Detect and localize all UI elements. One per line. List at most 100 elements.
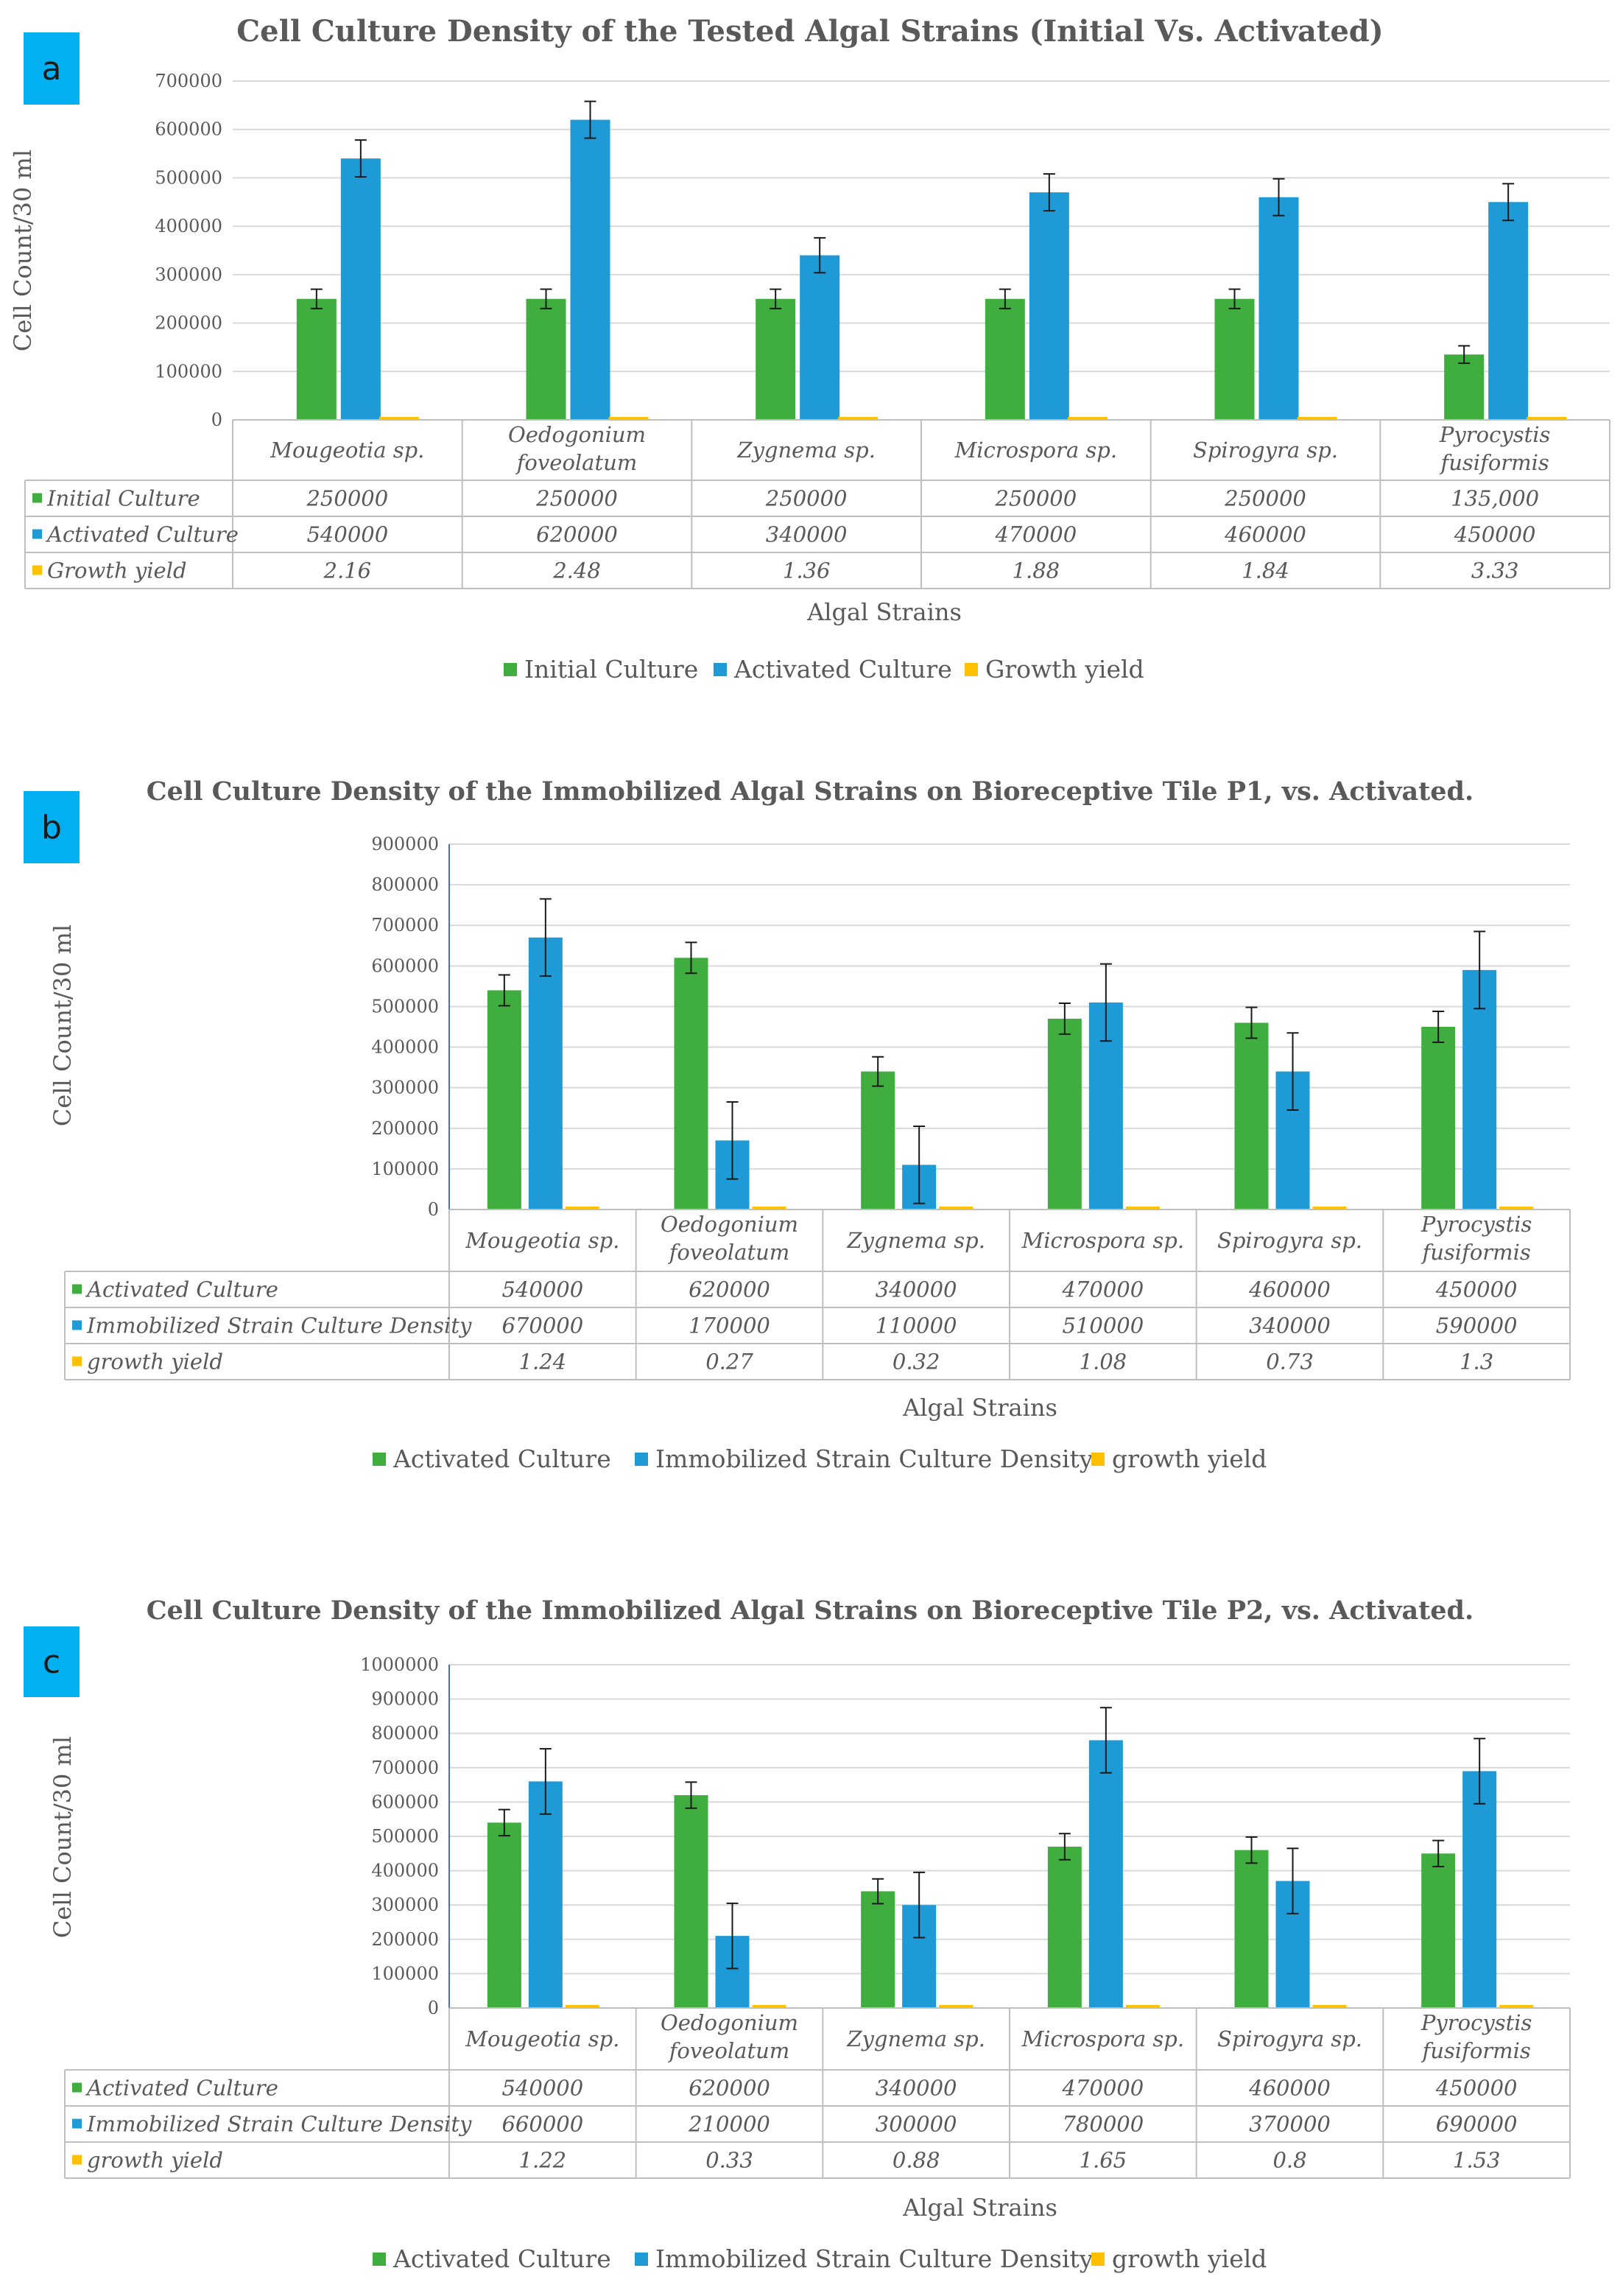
legend-label: Immobilized Strain Culture Density [655,2244,1094,2273]
table-cell: 300000 [876,2112,957,2137]
bar-series2 [1462,969,1497,1210]
legend-key [635,2253,648,2266]
category-label: fusiformis [1421,1240,1531,1265]
table-cell: 670000 [501,1313,583,1338]
table-cell: 1.65 [1080,2148,1127,2173]
table-cell: 460000 [1248,1277,1331,1302]
panel-badge [24,1626,80,1697]
bar-series1 [1444,354,1485,420]
bar-series3 [1312,1207,1347,1210]
table-cell: 1.24 [519,1349,567,1375]
bar-series3 [939,1207,974,1210]
legend-key [1091,2253,1105,2266]
category-label: foveolatum [668,1240,790,1265]
table-row-name: growth yield [87,2148,223,2173]
table-cell: 0.27 [705,1349,753,1375]
bar-series3 [838,417,879,420]
table-legend-key [72,1356,82,1366]
bar-series1 [296,298,337,420]
panel-b: Cell Culture Density of the Immobilized … [0,766,1623,1532]
legend-label: growth yield [1112,1444,1267,1473]
category-label: foveolatum [515,450,638,475]
category-label: Pyrocystis [1439,422,1551,447]
y-tick-label: 1000000 [360,1654,439,1675]
table-cell: 370000 [1249,2112,1331,2137]
bar-series1 [1234,1022,1269,1210]
bar-series3 [1125,1207,1160,1210]
table-cell: 250000 [306,486,388,511]
bar-series2 [1462,1771,1497,2008]
category-label: Oedogonium [661,2010,798,2035]
table-row-name: Growth yield [47,558,187,583]
x-axis-title: Algal Strains [902,1394,1057,1422]
chart-b-svg: Cell Culture Density of the Immobilized … [24,776,1571,1473]
table-cell: 0.33 [705,2148,753,2173]
y-axis-title: Cell Count/30 ml [49,1736,77,1938]
chart-c-svg: Cell Culture Density of the Immobilized … [24,1595,1571,2273]
category-label: Zygnema sp. [736,438,876,463]
bar-series1 [1234,1850,1269,2008]
legend-key [373,1453,386,1466]
legend-label: Immobilized Strain Culture Density [655,1444,1094,1473]
table-cell: 460000 [1224,522,1306,547]
table-cell: 110000 [876,1313,957,1338]
table-cell: 1.3 [1460,1349,1493,1375]
y-axis-title: Cell Count/30 ml [49,924,77,1126]
category-label: Mougeotia sp. [465,2026,619,2051]
y-tick-label: 800000 [371,1723,439,1744]
table-cell: 0.8 [1272,2148,1306,2173]
bar-series3 [1067,417,1108,420]
x-axis-title: Algal Strains [902,2194,1057,2222]
y-tick-label: 300000 [371,1895,439,1915]
table-cell: 340000 [876,1277,957,1302]
panel-letter: a [42,50,62,88]
table-row-name: Activated Culture [45,522,239,547]
y-tick-label: 200000 [155,313,222,334]
category-label: Oedogonium [661,1212,798,1237]
chart-a-svg: Cell Culture Density of the Tested Algal… [9,14,1610,684]
y-tick-label: 900000 [371,1689,439,1710]
bar-series1 [861,1891,895,2008]
category-label: foveolatum [668,2038,790,2063]
table-cell: 780000 [1062,2112,1144,2137]
table-cell: 1.53 [1453,2148,1501,2173]
table-legend-key [72,1320,82,1330]
bar-series3 [1297,417,1337,420]
table-cell: 2.16 [323,558,372,583]
category-label: Spirogyra sp. [1217,1228,1362,1253]
y-tick-label: 100000 [371,1159,439,1179]
table-cell: 250000 [1224,486,1306,511]
category-label: fusiformis [1440,450,1549,475]
y-tick-label: 0 [211,410,222,430]
category-label: Microspora sp. [1021,1228,1184,1253]
category-label: Microspora sp. [954,438,1117,463]
table-legend-key [72,2118,82,2129]
legend-key [1091,1453,1105,1466]
chart-title: Cell Culture Density of the Tested Algal… [236,14,1383,49]
bar-series3 [752,2005,786,2008]
bar-series2 [570,119,610,421]
bar-series2 [800,255,840,420]
bar-series3 [752,1207,786,1210]
table-cell: 0.88 [893,2148,940,2173]
table-legend-key [32,493,42,503]
table-cell: 620000 [536,522,618,547]
table-legend-key [32,529,42,539]
bar-series3 [379,417,419,420]
y-tick-label: 100000 [155,361,222,382]
legend-key [635,1453,648,1466]
legend-label: Activated Culture [392,2244,611,2273]
bar-series3 [565,2005,599,2008]
table-cell: 510000 [1062,1313,1144,1338]
bar-series2 [340,158,381,420]
legend-label: Activated Culture [392,1444,611,1473]
legend-label: growth yield [1112,2244,1267,2273]
category-label: Microspora sp. [1021,2026,1184,2051]
category-label: Pyrocystis [1420,2010,1532,2035]
table-cell: 1.22 [519,2148,567,2173]
y-tick-label: 500000 [371,1826,439,1847]
table-cell: 470000 [994,522,1077,547]
table-legend-key [32,565,42,575]
table-cell: 450000 [1435,2076,1518,2101]
y-tick-label: 400000 [371,1037,439,1058]
